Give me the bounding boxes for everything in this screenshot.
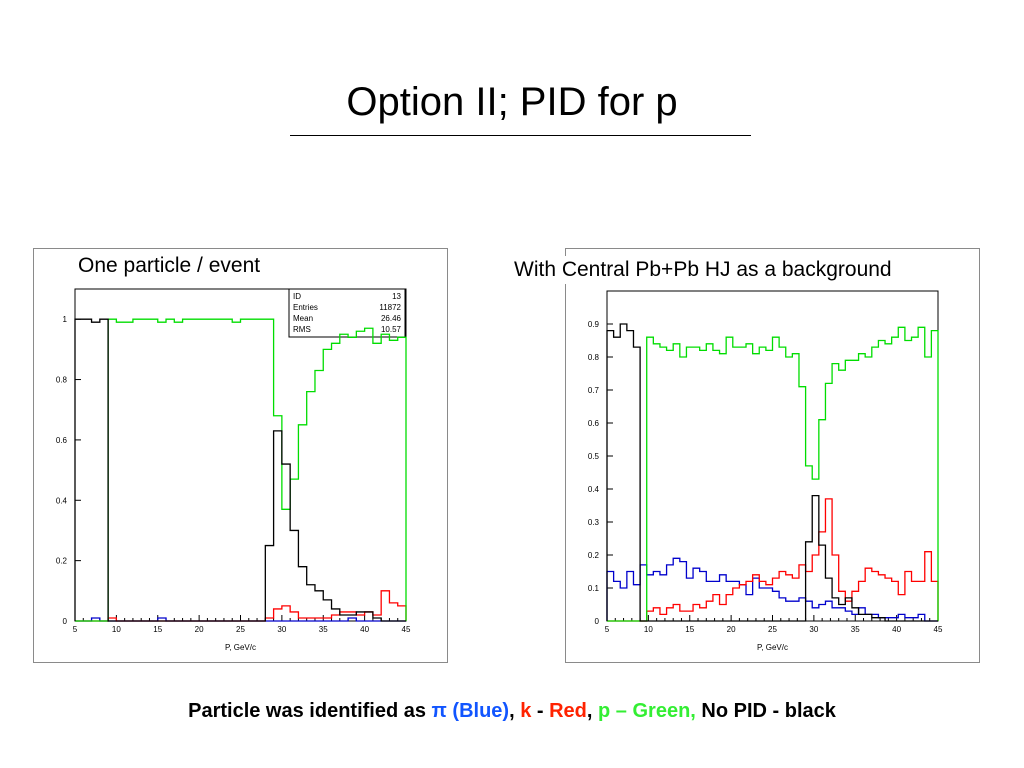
series-nopid-line	[74, 318, 406, 622]
stats-value: 11872	[379, 303, 401, 312]
stats-value: 26.46	[381, 314, 402, 323]
x-tick-label: 10	[112, 625, 121, 634]
right-plot-panel: 5 10 15 20 25 30 35 40 45 0 0.1 0.2 0.3 0.4 0.5 0.6 0.7 0…	[565, 248, 980, 663]
x-tick-label: 15	[685, 625, 694, 634]
legend-k: k	[520, 700, 532, 722]
legend-prefix: Particle was identified as	[188, 700, 432, 722]
x-tick-label: 15	[153, 625, 162, 634]
left-histogram: 5 10 15 20 25 30 35 40 45 0 0.2 0.4 0.6 0.8 1 P, GeV/c I…	[56, 288, 411, 652]
left-plot-caption: One particle / event	[78, 254, 261, 277]
x-tick-label: 10	[644, 625, 653, 634]
y-tick-label: 1	[63, 315, 68, 324]
title-underline	[290, 135, 751, 136]
slide-title: Option II; PID for p	[346, 80, 678, 124]
stats-box	[288, 288, 406, 338]
x-tick-label: 30	[277, 625, 286, 634]
left-plot-panel: 5 10 15 20 25 30 35 40 45 0 0.2 0.4 0.6 0.8 1 P, GeV/c I…	[33, 248, 448, 663]
x-tick-label: 5	[605, 625, 610, 634]
legend-pi: π (Blue)	[431, 700, 510, 722]
y-tick-label: 0.7	[588, 386, 600, 395]
x-tick-label: 35	[319, 625, 328, 634]
series-pi-line	[606, 557, 938, 622]
legend-dash: -	[531, 700, 550, 722]
y-tick-label: 0.8	[588, 353, 600, 362]
stats-label: ID	[293, 292, 301, 301]
x-tick-label: 35	[851, 625, 860, 634]
x-tick-label: 40	[892, 625, 901, 634]
legend-p: p – Green,	[598, 700, 696, 722]
y-tick-label: 0.4	[588, 485, 600, 494]
right-plot-caption: With Central Pb+Pb HJ as a background	[514, 256, 892, 284]
x-tick-label: 25	[236, 625, 245, 634]
series-k-line	[607, 498, 939, 622]
y-tick-label: 0.8	[56, 376, 68, 385]
legend-sep-1: ,	[509, 700, 521, 722]
x-tick-label: 45	[934, 625, 943, 634]
y-tick-label: 0.2	[56, 557, 68, 566]
x-tick-label: 25	[768, 625, 777, 634]
stats-label: Entries	[293, 303, 318, 312]
series-p-line	[607, 326, 939, 622]
y-tick-label: 0.6	[56, 436, 68, 445]
y-tick-label: 0.1	[588, 584, 600, 593]
x-axis-title: P, GeV/c	[225, 643, 256, 652]
plot-frame	[74, 288, 407, 622]
legend-nopid: No PID - black	[695, 700, 836, 722]
x-tick-label: 40	[360, 625, 369, 634]
stats-value: 10.57	[381, 325, 402, 334]
color-legend: Particle was identified as π (Blue), k -…	[0, 700, 1024, 723]
stats-value: 13	[392, 292, 401, 301]
y-tick-label: 0.4	[56, 496, 68, 505]
y-tick-label: 0.3	[588, 518, 600, 527]
series-p-line	[75, 318, 407, 622]
y-tick-label: 0	[595, 617, 600, 626]
x-tick-label: 20	[195, 625, 204, 634]
y-tick-label: 0.6	[588, 419, 600, 428]
x-tick-label: 5	[73, 625, 78, 634]
right-histogram: 5 10 15 20 25 30 35 40 45 0 0.1 0.2 0.3 0.4 0.5 0.6 0.7 0…	[588, 290, 943, 652]
y-tick-label: 0.9	[588, 320, 600, 329]
y-tick-label: 0	[63, 617, 68, 626]
x-tick-label: 30	[809, 625, 818, 634]
stats-label: RMS	[293, 325, 311, 334]
legend-sep-2: ,	[586, 700, 599, 722]
x-axis-title: P, GeV/c	[757, 643, 788, 652]
x-tick-label: 20	[727, 625, 736, 634]
legend-red: Red	[549, 700, 587, 722]
series-nopid-line	[606, 323, 938, 622]
stats-label: Mean	[293, 314, 313, 323]
x-tick-label: 45	[402, 625, 411, 634]
y-tick-label: 0.5	[588, 452, 600, 461]
y-tick-label: 0.2	[588, 551, 600, 560]
